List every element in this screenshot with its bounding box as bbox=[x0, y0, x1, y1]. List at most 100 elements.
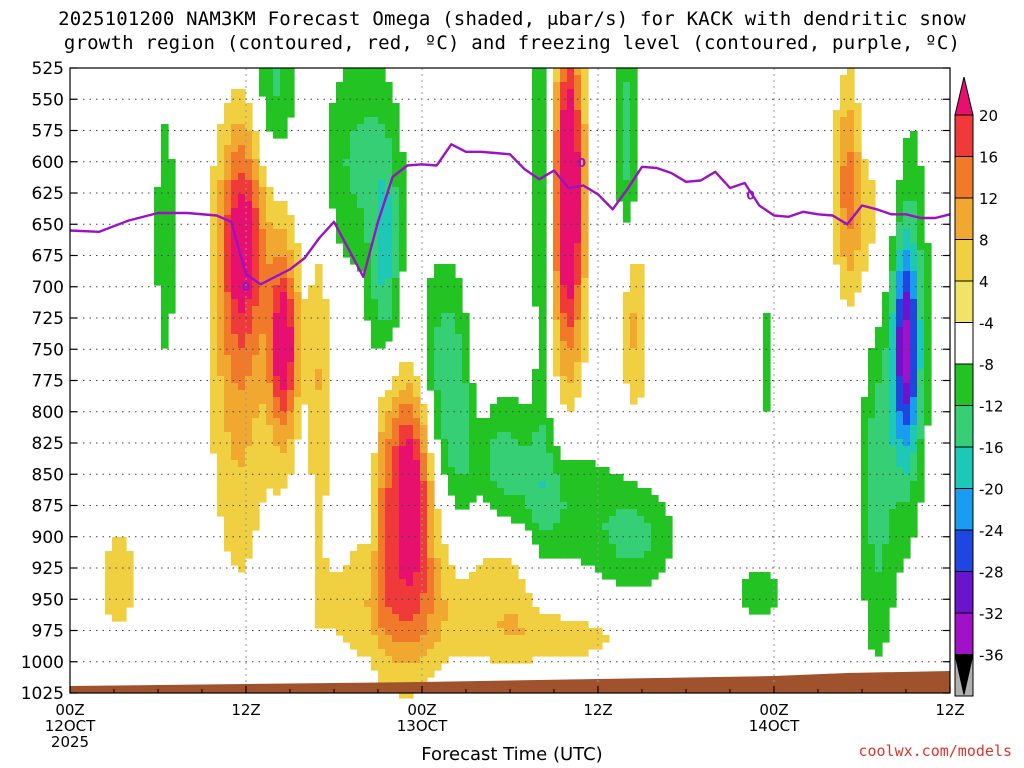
omega-cell bbox=[833, 124, 841, 132]
omega-cell bbox=[581, 635, 589, 643]
omega-cell bbox=[567, 103, 575, 111]
omega-cell bbox=[245, 257, 253, 265]
omega-cell bbox=[847, 222, 855, 230]
omega-cell bbox=[560, 397, 568, 405]
omega-cell bbox=[497, 642, 505, 650]
omega-cell bbox=[623, 558, 631, 566]
omega-cell bbox=[658, 565, 666, 573]
omega-cell bbox=[476, 621, 484, 629]
omega-cell bbox=[427, 537, 435, 545]
omega-cell bbox=[245, 453, 253, 461]
omega-cell bbox=[490, 467, 498, 475]
omega-cell bbox=[763, 404, 771, 412]
omega-cell bbox=[609, 537, 617, 545]
omega-cell bbox=[413, 565, 421, 573]
omega-cell bbox=[903, 145, 911, 153]
omega-cell bbox=[161, 292, 169, 300]
omega-cell bbox=[245, 481, 253, 489]
omega-cell bbox=[154, 187, 162, 195]
y-tick-label: 1025 bbox=[21, 684, 64, 704]
omega-cell bbox=[448, 425, 456, 433]
omega-cell bbox=[903, 404, 911, 412]
omega-cell bbox=[168, 299, 176, 307]
omega-cell bbox=[623, 320, 631, 328]
omega-cell bbox=[161, 187, 169, 195]
omega-cell bbox=[231, 453, 239, 461]
omega-cell bbox=[476, 586, 484, 594]
omega-cell bbox=[560, 138, 568, 146]
omega-cell bbox=[910, 222, 918, 230]
omega-cell bbox=[245, 180, 253, 188]
omega-cell bbox=[301, 313, 309, 321]
omega-cell bbox=[266, 474, 274, 482]
omega-cell bbox=[903, 187, 911, 195]
omega-cell bbox=[910, 278, 918, 286]
omega-cell bbox=[385, 306, 393, 314]
omega-cell bbox=[861, 509, 869, 517]
omega-cell bbox=[413, 474, 421, 482]
omega-cell bbox=[266, 264, 274, 272]
omega-cell bbox=[259, 341, 267, 349]
omega-cell bbox=[889, 593, 897, 601]
omega-cell bbox=[238, 460, 246, 468]
omega-cell bbox=[448, 642, 456, 650]
omega-cell bbox=[322, 397, 330, 405]
omega-cell bbox=[889, 530, 897, 538]
omega-cell bbox=[518, 600, 526, 608]
omega-cell bbox=[861, 551, 869, 559]
omega-cell bbox=[378, 579, 386, 587]
omega-cell bbox=[903, 425, 911, 433]
omega-cell bbox=[357, 68, 365, 76]
omega-cell bbox=[168, 236, 176, 244]
omega-cell bbox=[469, 488, 477, 496]
omega-cell bbox=[854, 201, 862, 209]
omega-cell bbox=[273, 355, 281, 363]
omega-cell bbox=[868, 369, 876, 377]
omega-cell bbox=[511, 425, 519, 433]
omega-cell bbox=[574, 117, 582, 125]
omega-cell bbox=[553, 299, 561, 307]
omega-cell bbox=[238, 551, 246, 559]
omega-cell bbox=[231, 243, 239, 251]
omega-cell bbox=[371, 621, 379, 629]
omega-cell bbox=[644, 551, 652, 559]
omega-cell bbox=[616, 152, 624, 160]
omega-cell bbox=[315, 544, 323, 552]
omega-cell bbox=[560, 299, 568, 307]
omega-cell bbox=[875, 509, 883, 517]
omega-cell bbox=[868, 418, 876, 426]
omega-cell bbox=[833, 138, 841, 146]
omega-cell bbox=[238, 383, 246, 391]
omega-cell bbox=[217, 236, 225, 244]
omega-cell bbox=[567, 110, 575, 118]
omega-cell bbox=[917, 488, 925, 496]
omega-cell bbox=[350, 110, 358, 118]
omega-cell bbox=[560, 460, 568, 468]
omega-cell bbox=[385, 299, 393, 307]
omega-cell bbox=[434, 348, 442, 356]
omega-cell bbox=[161, 152, 169, 160]
omega-cell bbox=[378, 194, 386, 202]
omega-cell bbox=[924, 243, 932, 251]
omega-cell bbox=[371, 544, 379, 552]
omega-cell bbox=[252, 404, 260, 412]
omega-cell bbox=[399, 656, 407, 664]
omega-cell bbox=[623, 110, 631, 118]
omega-cell bbox=[469, 481, 477, 489]
omega-cell bbox=[364, 628, 372, 636]
y-tick-label: 850 bbox=[32, 465, 64, 485]
omega-cell bbox=[231, 327, 239, 335]
omega-cell bbox=[224, 397, 232, 405]
omega-cell bbox=[539, 257, 547, 265]
omega-cell bbox=[364, 159, 372, 167]
omega-cell bbox=[406, 362, 414, 370]
omega-cell bbox=[427, 558, 435, 566]
omega-cell bbox=[511, 593, 519, 601]
omega-cell bbox=[574, 145, 582, 153]
omega-cell bbox=[616, 558, 624, 566]
omega-cell bbox=[406, 572, 414, 580]
omega-cell bbox=[917, 208, 925, 216]
omega-cell bbox=[392, 215, 400, 223]
omega-cell bbox=[350, 565, 358, 573]
omega-cell bbox=[896, 397, 904, 405]
